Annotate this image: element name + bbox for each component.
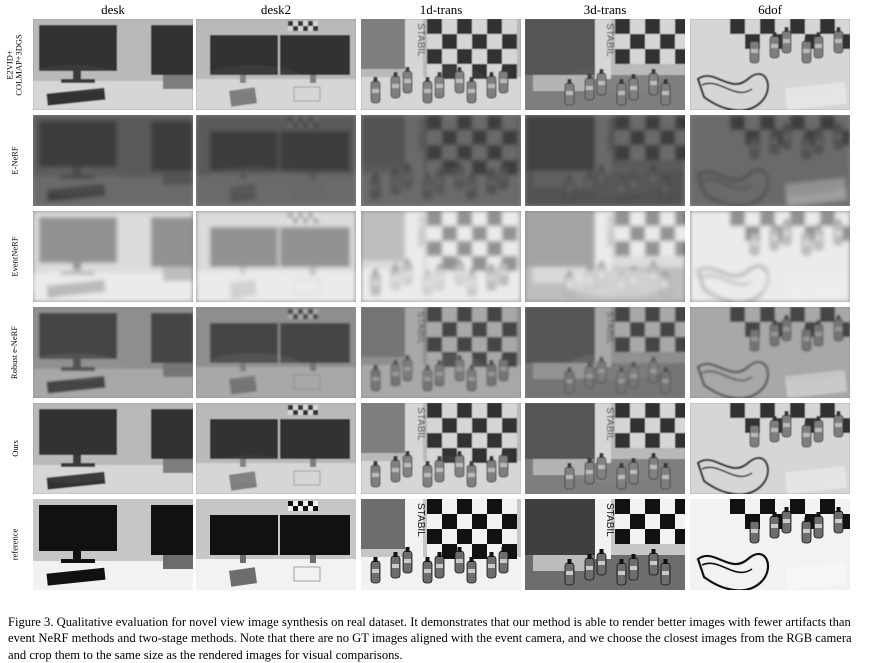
row-label: reference: [0, 499, 30, 590]
rendered-image-1d-trans: STABIL: [361, 307, 521, 398]
rendered-image-desk: [33, 19, 193, 110]
rendered-image-desk: [33, 115, 193, 206]
row-label: Robust e-NeRF: [0, 307, 30, 398]
svg-text:STABIL: STABIL: [415, 503, 426, 537]
rendered-image-desk: [33, 403, 193, 494]
rendered-image-1d-trans: STABIL: [361, 19, 521, 110]
rendered-image-desk2: [196, 307, 356, 398]
row-label: E-NeRF: [0, 115, 30, 206]
rendered-image-6dof: [690, 211, 850, 302]
rendered-image-6dof: [690, 499, 850, 590]
rendered-image-6dof: [690, 403, 850, 494]
column-header-desk2: desk2: [260, 2, 292, 17]
row-label-text: Robust e-NeRF: [9, 325, 20, 380]
row-label: EventNeRF: [0, 211, 30, 302]
row-label-text: reference: [9, 528, 20, 561]
rendered-image-desk: [33, 211, 193, 302]
column-header-3d-trans: 3d-trans: [583, 2, 627, 17]
row-label: Ours: [0, 403, 30, 494]
rendered-image-desk: [33, 307, 193, 398]
comparison-figure: desk desk2 1d-trans 3d-trans 6dof E2VID+ COLM…: [0, 2, 850, 590]
rendered-image-desk2: [196, 499, 356, 590]
rendered-image-desk: [33, 499, 193, 590]
rendered-image-desk2: [196, 211, 356, 302]
rendered-image-3d-trans: STABIL: [525, 211, 685, 302]
rendered-image-3d-trans: STABIL: [525, 403, 685, 494]
rendered-image-3d-trans: STABIL: [525, 19, 685, 110]
figure-caption: Figure 3. Qualitative evaluation for nov…: [8, 614, 852, 662]
rendered-image-3d-trans: STABIL: [525, 307, 685, 398]
rendered-image-1d-trans: STABIL: [361, 211, 521, 302]
rendered-image-1d-trans: STABIL: [361, 403, 521, 494]
rendered-image-1d-trans: STABIL: [361, 115, 521, 206]
row-label-text: Ours: [9, 440, 20, 457]
row-label-text: E-NeRF: [9, 146, 20, 175]
svg-text:STABIL: STABIL: [604, 503, 615, 537]
rendered-image-6dof: [690, 307, 850, 398]
rendered-image-6dof: [690, 19, 850, 110]
rendered-image-3d-trans: STABIL: [525, 499, 685, 590]
rendered-image-desk2: [196, 115, 356, 206]
rendered-image-6dof: [690, 115, 850, 206]
row-label: E2VID+ COLMAP+3DGS: [0, 19, 30, 110]
rendered-image-desk2: [196, 19, 356, 110]
row-label-text: EventNeRF: [9, 236, 20, 277]
column-header-1d-trans: 1d-trans: [419, 2, 463, 17]
column-header-6dof: 6dof: [758, 2, 782, 17]
rendered-image-1d-trans: STABIL: [361, 499, 521, 590]
column-header-desk: desk: [101, 2, 125, 17]
rendered-image-3d-trans: STABIL: [525, 115, 685, 206]
rendered-image-desk2: [196, 403, 356, 494]
row-label-text: E2VID+ COLMAP+3DGS: [5, 33, 25, 96]
